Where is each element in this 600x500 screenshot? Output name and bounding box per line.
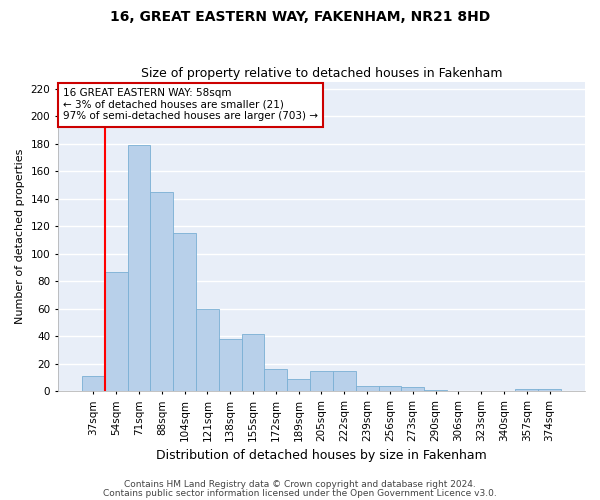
Text: 16, GREAT EASTERN WAY, FAKENHAM, NR21 8HD: 16, GREAT EASTERN WAY, FAKENHAM, NR21 8H… xyxy=(110,10,490,24)
Bar xyxy=(515,388,538,392)
Bar xyxy=(401,388,424,392)
Bar xyxy=(333,371,356,392)
Text: Contains HM Land Registry data © Crown copyright and database right 2024.: Contains HM Land Registry data © Crown c… xyxy=(124,480,476,489)
Bar xyxy=(538,388,561,392)
Bar xyxy=(310,371,333,392)
Bar xyxy=(128,146,151,392)
Bar xyxy=(82,376,105,392)
Title: Size of property relative to detached houses in Fakenham: Size of property relative to detached ho… xyxy=(141,66,502,80)
Bar xyxy=(151,192,173,392)
Bar xyxy=(196,309,219,392)
Bar xyxy=(219,339,242,392)
Bar xyxy=(379,386,401,392)
Text: 16 GREAT EASTERN WAY: 58sqm
← 3% of detached houses are smaller (21)
97% of semi: 16 GREAT EASTERN WAY: 58sqm ← 3% of deta… xyxy=(63,88,318,122)
Bar xyxy=(356,386,379,392)
X-axis label: Distribution of detached houses by size in Fakenham: Distribution of detached houses by size … xyxy=(156,450,487,462)
Bar xyxy=(424,390,447,392)
Bar xyxy=(105,272,128,392)
Bar xyxy=(173,234,196,392)
Bar xyxy=(242,334,265,392)
Y-axis label: Number of detached properties: Number of detached properties xyxy=(15,149,25,324)
Bar xyxy=(287,379,310,392)
Bar xyxy=(265,370,287,392)
Text: Contains public sector information licensed under the Open Government Licence v3: Contains public sector information licen… xyxy=(103,488,497,498)
